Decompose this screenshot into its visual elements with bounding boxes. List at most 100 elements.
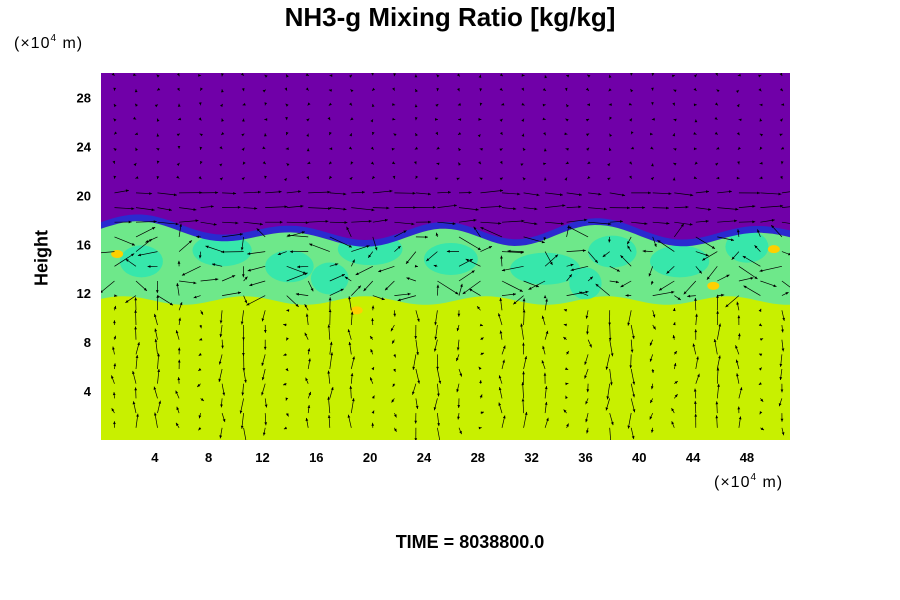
wind-vector-head <box>242 337 245 341</box>
wind-vector-head <box>456 73 460 77</box>
wind-vector-head <box>304 304 308 308</box>
wind-vector-head <box>285 103 289 107</box>
wind-vector-head <box>687 294 691 298</box>
wind-vector <box>135 207 155 211</box>
wind-vector <box>781 221 790 224</box>
wind-vector-head <box>630 89 634 93</box>
wind-vector-head <box>672 177 676 181</box>
wind-vector-head <box>392 103 396 106</box>
wind-vector-head <box>179 302 183 306</box>
y-tick-label: 24 <box>77 139 92 154</box>
wind-vector-head <box>384 218 388 222</box>
y-tick-label: 12 <box>77 286 91 301</box>
wind-vector <box>658 280 675 291</box>
wind-vector-head <box>385 287 388 291</box>
wind-vector-head <box>397 298 401 302</box>
wind-vector-head <box>651 73 655 76</box>
wind-vector-head <box>522 371 525 375</box>
wind-vector-head <box>498 313 501 317</box>
wind-vector-head <box>693 176 697 179</box>
wind-vector-head <box>513 301 517 305</box>
y-tick-label: 20 <box>77 188 91 203</box>
wind-vector-head <box>436 284 440 288</box>
wind-vector-head <box>125 259 129 262</box>
wind-vector-head <box>340 288 344 292</box>
band-patch <box>510 252 581 285</box>
wind-vector-head <box>134 309 137 313</box>
wind-vector-head <box>758 308 762 312</box>
wind-vector-head <box>498 205 502 208</box>
wind-vector-head <box>793 223 796 226</box>
wind-vector-head <box>371 131 375 135</box>
wind-vector-head <box>348 341 352 345</box>
wind-vector-head <box>651 87 654 91</box>
wind-vector-head <box>304 332 308 336</box>
wind-vector-head <box>414 336 418 339</box>
wind-vector-head <box>499 118 503 122</box>
wind-vector-head <box>135 103 138 107</box>
wind-vector-head <box>352 259 355 263</box>
wind-vector-head <box>175 222 179 226</box>
high-value-spot <box>111 250 124 259</box>
wind-vector-head <box>177 359 181 363</box>
wind-vector-head <box>371 73 374 76</box>
wind-vector-head <box>693 87 697 91</box>
wind-vector-head <box>479 323 483 327</box>
wind-vector-head <box>488 246 492 249</box>
wind-vector-head <box>544 401 548 405</box>
wind-vector-head <box>370 119 373 123</box>
wind-vector-head <box>436 366 439 370</box>
wind-vector-head <box>501 268 505 272</box>
wind-vector-head <box>113 363 117 367</box>
wind-vector-head <box>246 439 248 440</box>
wind-vector-head <box>145 240 149 243</box>
wind-vector-head <box>199 146 203 150</box>
wind-vector-head <box>246 302 250 306</box>
wind-vector-head <box>731 256 735 260</box>
wind-vector-head <box>125 300 129 303</box>
wind-vector-head <box>222 392 226 396</box>
wind-vector-head <box>305 73 309 76</box>
wind-vector-head <box>215 191 219 194</box>
wind-vector-head <box>200 311 203 315</box>
wind-vector-head <box>622 193 626 197</box>
wind-vector <box>566 250 586 252</box>
wind-vector-head <box>111 375 114 379</box>
wind-vector-head <box>565 148 569 151</box>
wind-vector <box>394 221 415 225</box>
wind-vector-head <box>368 219 372 223</box>
wind-vector <box>308 220 329 223</box>
wind-vector-head <box>692 343 696 347</box>
wind-vector <box>545 192 563 196</box>
wind-vector <box>695 236 716 249</box>
wind-vector-head <box>715 162 719 166</box>
wind-vector-head <box>616 269 620 272</box>
wind-vector-head <box>779 363 783 367</box>
wind-vector-head <box>134 132 138 135</box>
wind-vector-head <box>306 176 309 180</box>
wind-vector-head <box>469 259 473 262</box>
wind-vector-head <box>689 223 693 226</box>
wind-vector-head <box>112 346 115 350</box>
time-readout: TIME = 8038800.0 <box>395 532 545 552</box>
wind-vector-head <box>498 402 502 406</box>
wind-vector-head <box>608 337 612 341</box>
upper-layer <box>101 73 790 240</box>
wind-vector-head <box>370 161 374 165</box>
wind-vector-head <box>264 404 268 408</box>
wind-vector <box>286 265 307 274</box>
wind-vector-head <box>350 311 354 315</box>
wind-vector-head <box>283 426 287 430</box>
wind-vector <box>458 236 482 251</box>
wind-vector-head <box>565 367 569 370</box>
wind-vector-head <box>716 367 720 371</box>
wind-vector-head <box>425 235 428 239</box>
wind-vector-head <box>406 260 409 264</box>
wind-vector-head <box>625 294 629 297</box>
wind-vector-head <box>219 177 223 181</box>
wind-vector-head <box>307 405 311 408</box>
wind-vector <box>717 207 739 210</box>
wind-vector-head <box>502 415 506 419</box>
y-axis-unit: (×104 m) <box>14 33 84 52</box>
wind-vector-head <box>543 372 547 376</box>
